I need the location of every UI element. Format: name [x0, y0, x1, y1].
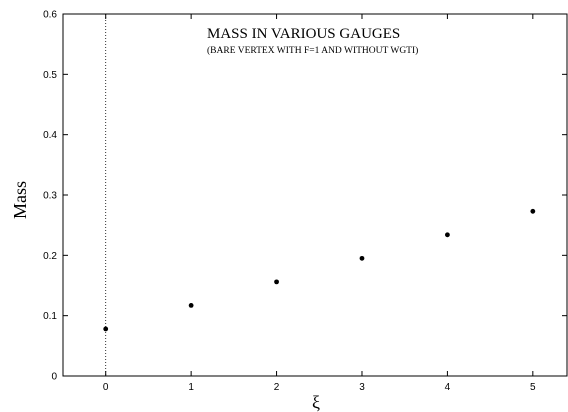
- data-points: [103, 208, 536, 332]
- x-tick-label: 2: [274, 382, 280, 393]
- y-tick-label: 0: [51, 372, 57, 383]
- y-axis-label: Mass: [10, 181, 30, 219]
- x-tick-label: 1: [188, 382, 194, 393]
- chart-title: MASS IN VARIOUS GAUGES: [207, 26, 400, 42]
- data-point: [359, 255, 365, 261]
- x-tick-label: 3: [359, 382, 365, 393]
- y-tick-label: 0.4: [43, 130, 57, 141]
- chart-subtitle: (BARE VERTEX WITH F=1 AND WITHOUT WGTI): [207, 45, 418, 56]
- y-tick-label: 0.3: [43, 191, 57, 202]
- data-point: [530, 208, 536, 214]
- x-axis-label: ξ: [312, 392, 320, 412]
- data-point: [188, 303, 194, 308]
- data-point: [445, 232, 450, 238]
- data-point: [274, 279, 279, 285]
- data-point: [103, 326, 109, 332]
- plot-frame: [62, 13, 568, 377]
- x-tick-label: 5: [530, 382, 536, 393]
- x-tick-label: 0: [103, 382, 109, 393]
- y-tick-label: 0.5: [43, 70, 57, 81]
- y-axis-ticks: 0 0.1 0.2 0.3 0.4 0.5 0.6: [43, 10, 567, 383]
- y-tick-label: 0.2: [43, 251, 57, 262]
- y-tick-label: 0.1: [43, 311, 57, 322]
- x-axis-ticks: 0 1 2 3 4 5: [103, 14, 536, 393]
- x-tick-label: 4: [445, 382, 451, 393]
- y-tick-label: 0.6: [43, 10, 57, 21]
